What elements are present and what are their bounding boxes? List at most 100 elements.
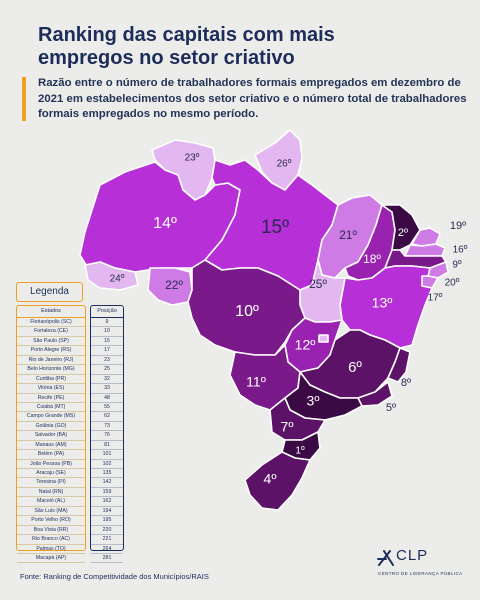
table-row-position: 23 — [91, 356, 123, 366]
label-rs: 4º — [264, 471, 277, 487]
state-ce[interactable] — [381, 204, 421, 251]
table-row-state: Palmas (TO) — [17, 545, 85, 554]
table-row-position: 135 — [91, 469, 123, 479]
table-row-position: 17 — [91, 346, 123, 356]
table-row-position: 55 — [91, 403, 123, 413]
table-row-state: João Pessoa (PB) — [17, 460, 85, 469]
position-column: Posição 9 10 15 17 23 25 32 33 48 55 62 73 76 81 101 10… — [90, 305, 124, 564]
label-to: 25º — [309, 277, 327, 291]
table-row-state: Boa Vista (RR) — [17, 526, 85, 536]
table-row-state: Macapá (AP) — [17, 554, 85, 564]
table-row-state: Fortaleza (CE) — [17, 327, 85, 337]
table-row-position: 220 — [91, 526, 123, 536]
state-rs[interactable] — [244, 451, 311, 511]
table-row-position: 194 — [91, 507, 123, 517]
page-title: Ranking das capitais com mais empregos n… — [38, 24, 438, 70]
table-row-state: Maceió (AL) — [17, 497, 85, 507]
state-pr[interactable] — [269, 397, 326, 441]
table-row-position: 32 — [91, 375, 123, 385]
state-es[interactable] — [387, 347, 411, 383]
position-header: Posição — [91, 306, 123, 318]
table-row-position: 10 — [91, 327, 123, 337]
label-ba: 13º — [372, 295, 393, 311]
table-row-position: 9 — [91, 318, 123, 328]
label-ap: 26º — [277, 159, 292, 170]
label-pe: 9º — [452, 260, 462, 271]
table-row-position: 48 — [91, 394, 123, 403]
table-row-state: Aracaju (SE) — [17, 469, 85, 479]
subtitle-line-1: Razão entre o número de trabalhadores fo… — [38, 77, 461, 89]
label-pb: 16º — [453, 245, 468, 256]
table-row-position: 281 — [91, 554, 123, 564]
logo-subtitle: CENTRO DE LIDERANÇA PÚBLICA — [378, 571, 463, 576]
table-row-state: Belo Horizonte (MG) — [17, 365, 85, 375]
table-row-position: 264 — [91, 545, 123, 554]
table-row-state: Manaus (AM) — [17, 441, 85, 451]
table-row-position: 62 — [91, 412, 123, 422]
subtitle-line-2: 2021 em estabelecimentos dos setor criat… — [38, 92, 467, 105]
table-row-position: 73 — [91, 422, 123, 432]
label-rr: 23º — [185, 153, 200, 164]
table-row-state: São Paulo (SP) — [17, 337, 85, 347]
source-note: Fonte: Ranking de Competitividade dos Mu… — [20, 572, 209, 581]
state-df[interactable] — [318, 334, 329, 343]
table-row-position: 142 — [91, 478, 123, 488]
title-line-1: Ranking das capitais com mais — [38, 24, 335, 46]
states-header: Estados — [17, 306, 85, 318]
table-row-state: Rio de Janeiro (RJ) — [17, 356, 85, 366]
label-pi: 18º — [363, 252, 381, 266]
state-pb[interactable] — [404, 243, 446, 257]
table-row-state: Natal (RN) — [17, 488, 85, 498]
table-row-position: 102 — [91, 460, 123, 469]
table-row-state: Recife (PE) — [17, 394, 85, 403]
table-row-position: 76 — [91, 431, 123, 441]
table-row-position: 25 — [91, 365, 123, 375]
table-row-position: 15 — [91, 337, 123, 347]
table-row-state: Vitória (ES) — [17, 384, 85, 394]
label-es: 8º — [401, 377, 411, 389]
table-row-state: Rio Branco (AC) — [17, 535, 85, 545]
label-pa: 15º — [261, 217, 289, 238]
label-al: 20º — [445, 278, 460, 289]
subtitle-line-3: formais empregados no mesmo período. — [38, 108, 259, 120]
table-row-state: Cuiabá (MT) — [17, 403, 85, 413]
label-mg: 6º — [348, 359, 362, 376]
label-ac: 24º — [110, 274, 125, 285]
clp-mark-icon — [377, 550, 394, 566]
table-row-position: 195 — [91, 516, 123, 526]
table-row-position: 81 — [91, 441, 123, 451]
table-row-state: Curitiba (PR) — [17, 375, 85, 385]
label-mt: 10º — [235, 303, 259, 320]
label-ce: 2º — [398, 227, 408, 239]
label-rj: 5º — [386, 402, 396, 414]
label-sc: 1º — [295, 446, 305, 457]
table-row-position: 162 — [91, 497, 123, 507]
legend-title: Legenda — [16, 282, 83, 302]
label-se: 17º — [428, 293, 443, 304]
table-row-state: Campo Grande (MS) — [17, 412, 85, 422]
ranking-table: Estados Florianópolis (SC) Fortaleza (CE)… — [16, 305, 124, 564]
table-row-state: São Luís (MA) — [17, 507, 85, 517]
accent-bar — [22, 77, 26, 121]
subtitle: Razão entre o número de trabalhadores fo… — [38, 76, 468, 123]
table-row-position: 221 — [91, 535, 123, 545]
table-row-position: 159 — [91, 488, 123, 498]
title-line-2: empregos no setor criativo — [38, 47, 295, 69]
logo-text: CLP — [396, 547, 429, 564]
label-sp: 3º — [307, 393, 320, 409]
label-pr: 7º — [281, 419, 294, 435]
label-ms: 11º — [246, 374, 266, 390]
clp-logo: CLP CENTRO DE LIDERANÇA PÚBLICA — [376, 547, 466, 587]
table-row-state: Porto Alegre (RS) — [17, 346, 85, 356]
state-ac[interactable] — [84, 261, 139, 291]
label-am: 14º — [153, 215, 177, 232]
table-row-position: 33 — [91, 384, 123, 394]
table-row-state: Salvador (BA) — [17, 431, 85, 441]
label-rn: 19º — [450, 220, 466, 232]
label-ro: 22º — [165, 278, 183, 292]
table-row-state: Florianópolis (SC) — [17, 318, 85, 328]
states-column: Estados Florianópolis (SC) Fortaleza (CE)… — [16, 305, 86, 564]
table-row-state: Teresina (PI) — [17, 478, 85, 488]
label-ma: 21º — [339, 228, 357, 242]
label-go: 12º — [295, 337, 316, 353]
